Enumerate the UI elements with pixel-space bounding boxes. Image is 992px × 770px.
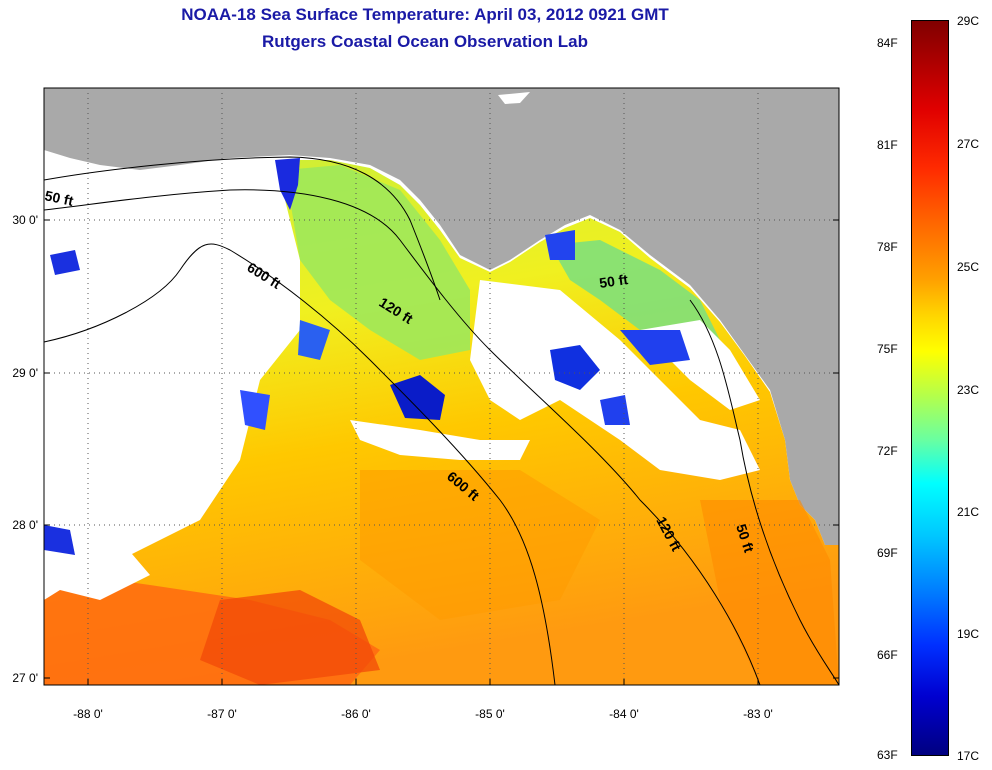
colorbar-f-label: 75F (877, 342, 898, 356)
lon-label: -85 0' (475, 707, 505, 721)
colorbar-c-label: 23C (957, 383, 980, 397)
map-subtitle: Rutgers Coastal Ocean Observation Lab (262, 32, 588, 51)
colorbar-c-label: 21C (957, 505, 980, 519)
contour-label: 50 ft (43, 187, 75, 209)
colorbar-c-label: 27C (957, 137, 980, 151)
colorbar-f-label: 81F (877, 138, 898, 152)
colorbar-f-label: 84F (877, 36, 898, 50)
colorbar-c-label: 25C (957, 260, 980, 274)
lat-label: 30 0' (12, 213, 38, 227)
lon-label: -83 0' (743, 707, 773, 721)
lon-label: -84 0' (609, 707, 639, 721)
colorbar-f-label: 78F (877, 240, 898, 254)
map-title: NOAA-18 Sea Surface Temperature: April 0… (181, 5, 669, 24)
colorbar-c-label: 19C (957, 627, 980, 641)
colorbar-f-label: 72F (877, 444, 898, 458)
land-area (44, 88, 839, 545)
lat-label: 27 0' (12, 671, 38, 685)
lat-label: 28 0' (12, 518, 38, 532)
colorbar-c-label: 17C (957, 749, 980, 763)
colorbar-f-label: 63F (877, 748, 898, 762)
lat-labels: 30 0' 29 0' 28 0' 27 0' (12, 213, 38, 685)
lon-label: -87 0' (207, 707, 237, 721)
lat-label: 29 0' (12, 366, 38, 380)
contour-label: 50 ft (598, 271, 629, 291)
colorbar-c-label: 29C (957, 14, 980, 28)
lon-label: -88 0' (73, 707, 103, 721)
colorbar-f-label: 69F (877, 546, 898, 560)
colorbar (911, 20, 949, 756)
colorbar-f-label: 66F (877, 648, 898, 662)
map-frame (43, 87, 840, 686)
lon-labels: -88 0' -87 0' -86 0' -85 0' -84 0' -83 0… (73, 707, 773, 721)
lon-label: -86 0' (341, 707, 371, 721)
depth-contours (43, 156, 840, 686)
axis-ticks (44, 219, 839, 685)
